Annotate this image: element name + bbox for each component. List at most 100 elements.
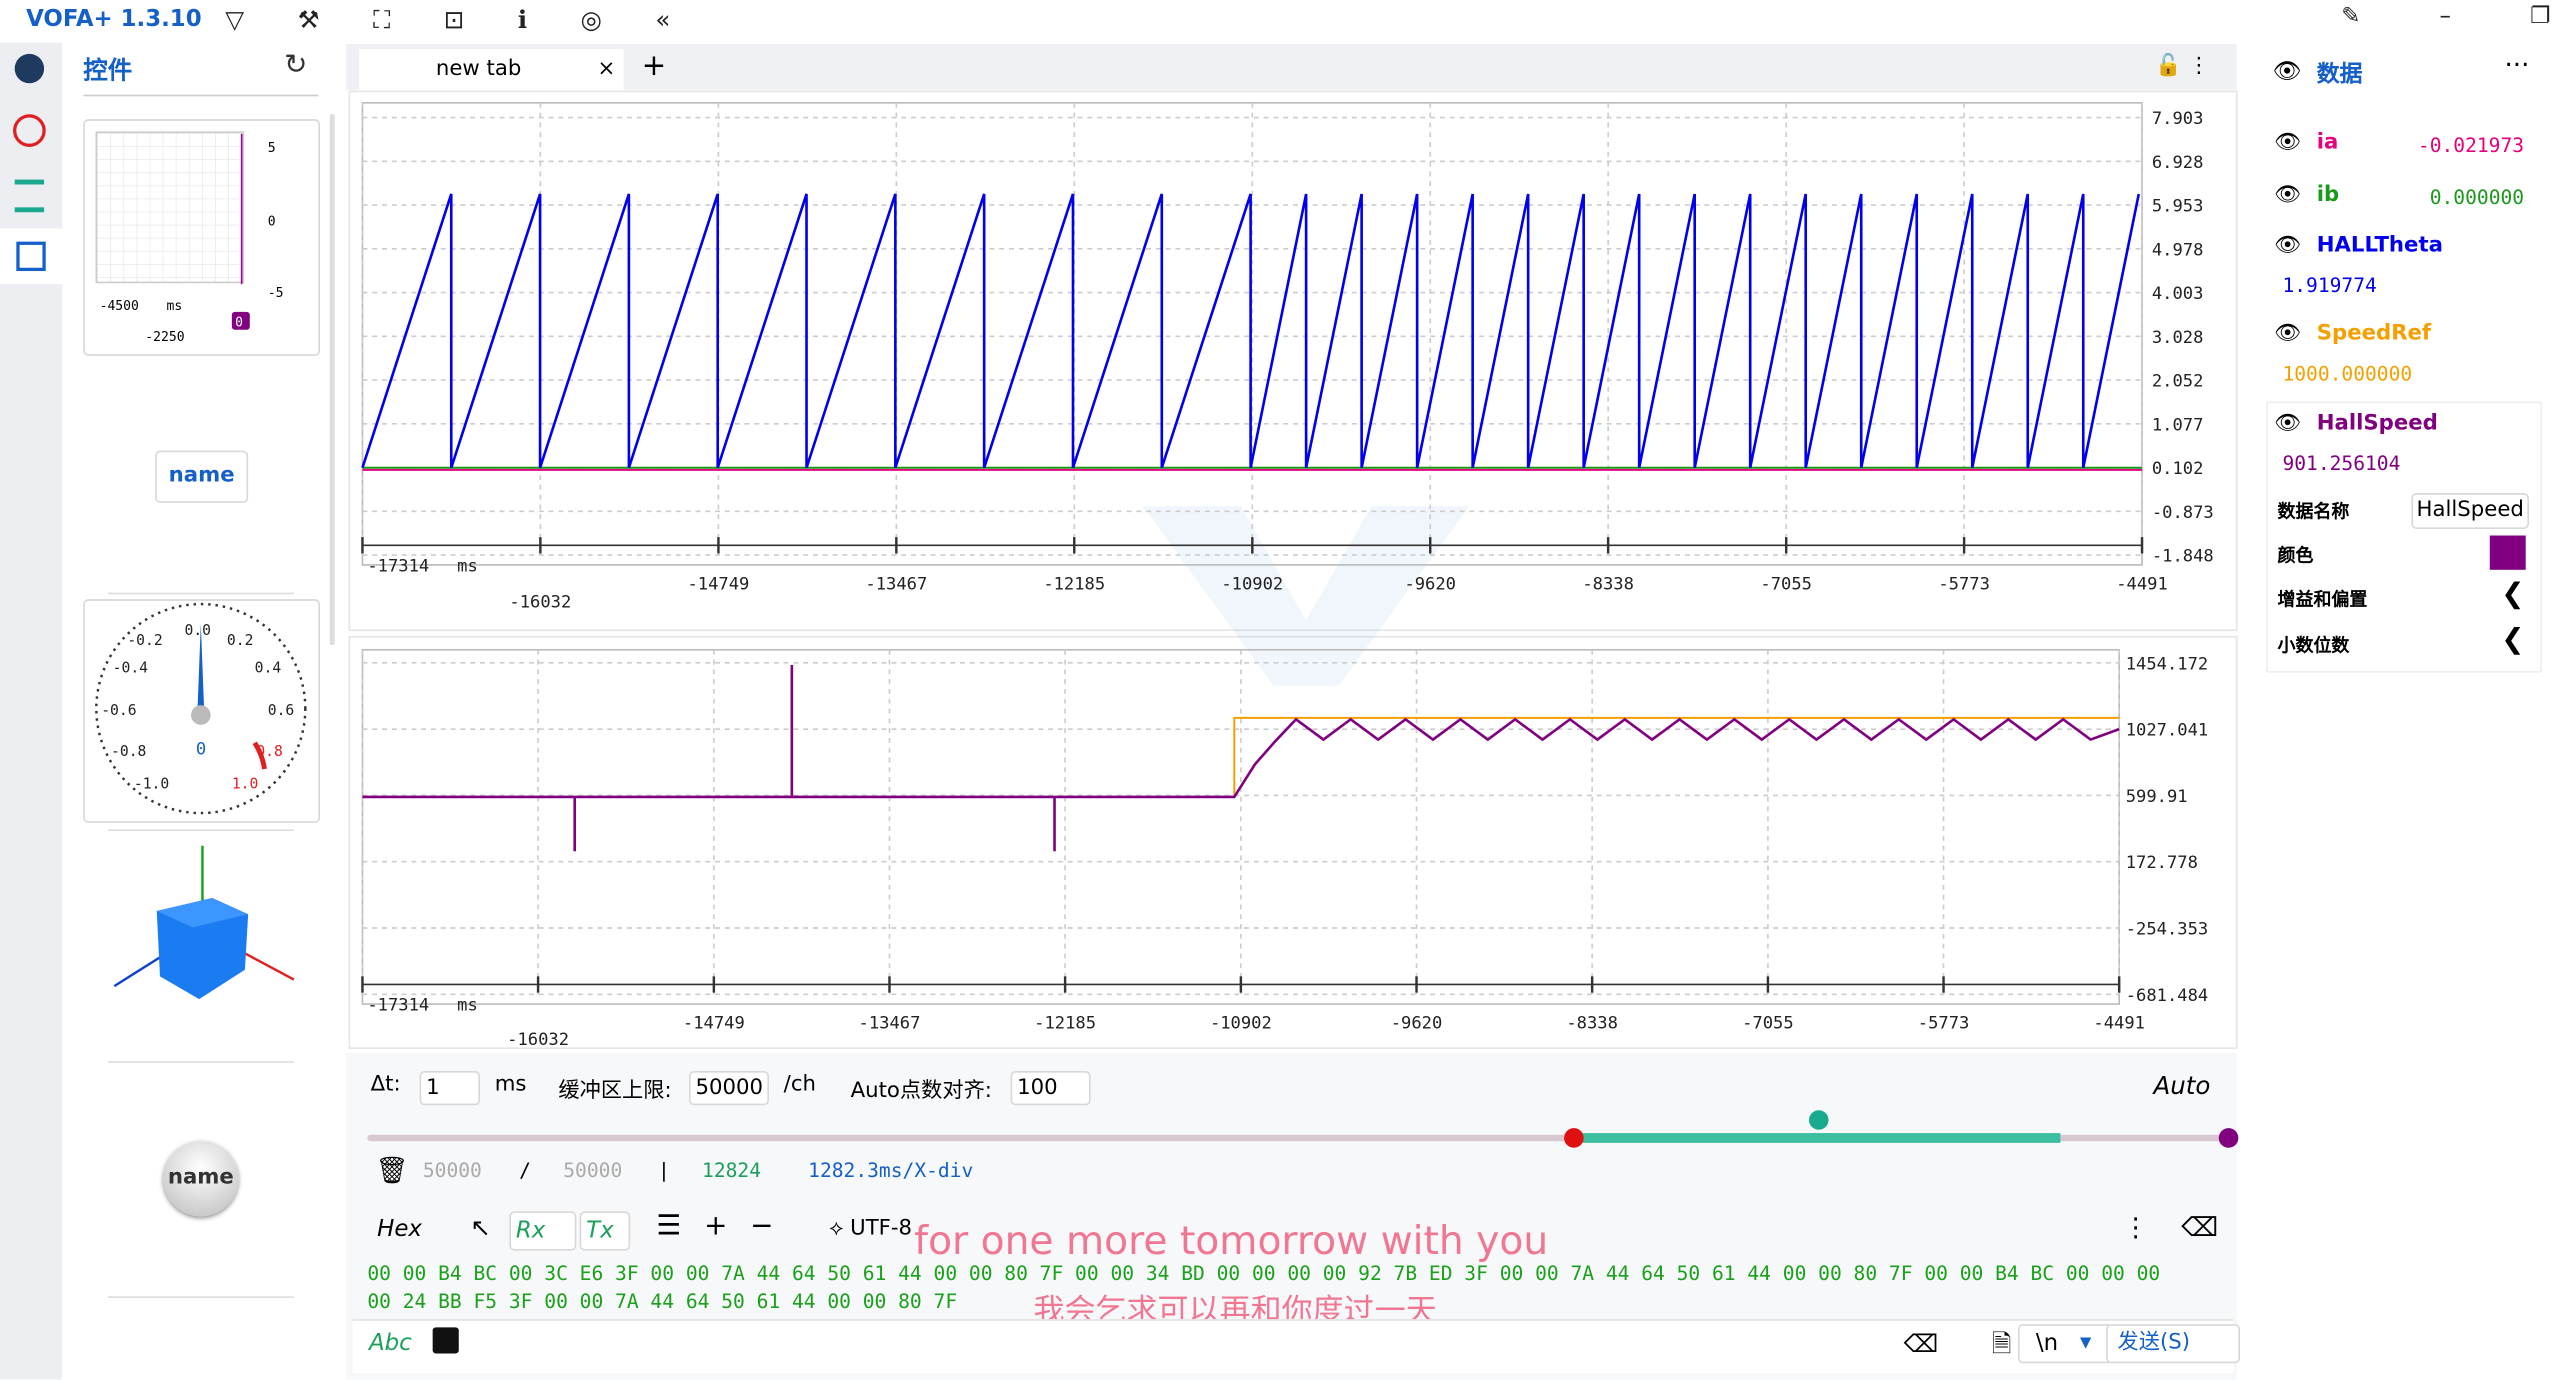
x-tick-label: -17314 [367, 996, 429, 1016]
tab-tools[interactable]: 🔓 ⋮ [2155, 53, 2210, 79]
color-swatch[interactable] [2489, 535, 2526, 570]
mini-grid [95, 131, 245, 284]
divider [107, 1296, 294, 1298]
x-tick-label: -9620 [1391, 1014, 1443, 1034]
name-button[interactable]: name [155, 450, 249, 503]
encoding[interactable]: ⟡ UTF-8 [829, 1216, 913, 1241]
expand-icon[interactable]: ❮ [2501, 577, 2525, 611]
refresh-icon[interactable]: ↻ [284, 48, 308, 82]
eye-icon: 👁 [2274, 411, 2302, 436]
x-tick-label: -12185 [1043, 574, 1105, 594]
scrollbar[interactable] [329, 114, 335, 645]
sidebar-active[interactable] [0, 228, 63, 285]
mini-ytick: -5 [268, 286, 284, 301]
mini-badge-bg [231, 311, 250, 330]
slider-handle[interactable] [1808, 1110, 1829, 1130]
mode[interactable]: Auto [2153, 1071, 2211, 1101]
tab-label: new tab [435, 57, 522, 82]
y-tick-label: 7.903 [2152, 109, 2204, 129]
y-tick-label: -254.353 [2126, 920, 2208, 940]
file-icon[interactable] [432, 1327, 459, 1354]
stat: / [519, 1159, 531, 1183]
cursor-icon[interactable]: ↖ [470, 1213, 491, 1243]
raw-line: 00 00 B4 BC 00 3C E6 3F 00 00 7A 44 64 5… [367, 1262, 2161, 1285]
y-tick-label: 4.003 [2152, 284, 2204, 304]
input-bar[interactable] [352, 1319, 2234, 1374]
chart-frame [348, 90, 2238, 632]
input-tools[interactable]: ⌫ 🗎 [1903, 1328, 2035, 1359]
align-label: Auto点数对齐: [850, 1079, 992, 1104]
newline-value: \n [2035, 1330, 2059, 1357]
gauge-label: -0.6 [101, 702, 136, 719]
raw-tools[interactable]: ☰+− [656, 1209, 797, 1243]
buffer-unit: /ch [783, 1072, 816, 1098]
buffer-input[interactable]: 50000 [688, 1071, 769, 1106]
subtitle: for one more tomorrow with you [914, 1217, 1549, 1264]
y-tick-label: -681.484 [2126, 986, 2208, 1006]
slider-handle[interactable] [1564, 1128, 1584, 1148]
rx-toggle[interactable]: Rx [509, 1211, 577, 1251]
raw-menu[interactable]: ⋮⌫ [2122, 1211, 2251, 1243]
x-tick-label: -8338 [1566, 1014, 1618, 1034]
dt-input[interactable]: 1 [419, 1071, 480, 1106]
window-controls[interactable]: ✎ – ❐ ✕ [2341, 3, 2560, 30]
mini-ytick: 5 [268, 141, 276, 156]
sidebar-icon[interactable] [13, 114, 46, 147]
channel-detail [2266, 401, 2543, 673]
x-tick-label: -4491 [2093, 1014, 2145, 1034]
slider-track[interactable] [367, 1134, 2229, 1142]
toolbar-icons[interactable]: ▽ ⚒ ⛶ ⊡ ℹ ◎ « [225, 4, 694, 35]
watermark [1142, 506, 1470, 686]
sidebar-icon[interactable] [16, 241, 46, 272]
sidebar-icon[interactable] [14, 53, 45, 84]
gauge-label: -0.8 [111, 743, 146, 760]
x-tick-label: -14749 [683, 1014, 745, 1034]
tab-bar [346, 44, 2237, 90]
gauge-label: 1.0 [232, 776, 259, 793]
trash-icon[interactable]: 🗑 [375, 1154, 409, 1186]
eye-icon: 👁 [2274, 130, 2302, 156]
raw-line: 00 24 BB F5 3F 00 00 7A 44 64 50 61 44 0… [367, 1289, 958, 1313]
sidebar-icon[interactable] [14, 179, 45, 213]
gauge-label: 0.6 [268, 702, 295, 719]
y-tick-label: 1.077 [2152, 415, 2204, 435]
input-mode[interactable]: Abc [368, 1330, 412, 1357]
panel-title: 控件 [83, 55, 133, 85]
eye-icon[interactable]: 👁 [2272, 58, 2302, 85]
hex-toggle[interactable]: Hex [377, 1216, 422, 1243]
x-tick-label: -7055 [1760, 574, 1812, 594]
stat: | [657, 1159, 670, 1183]
detail-label: 颜色 [2277, 545, 2314, 567]
dt-unit: ms [494, 1072, 527, 1098]
align-value: 100 [1017, 1075, 1058, 1101]
mini-xtick: -4500 [100, 299, 139, 314]
newline-select[interactable]: \n ▼ [2017, 1324, 2113, 1364]
slider-handle[interactable] [2218, 1128, 2239, 1148]
divider [107, 829, 294, 832]
mini-chart-widget[interactable]: 5 0 -5 -4500 ms -2250 0 [83, 119, 320, 356]
data-menu[interactable]: ··· [2504, 48, 2530, 80]
expand-icon[interactable]: ❮ [2501, 623, 2525, 657]
gauge-widget[interactable]: -0.2 0.0 0.2 -0.4 0.4 -0.6 0.6 -0.8 0.8 -1.0 1.0 0 [83, 599, 320, 823]
eye-icon: 👁 [2274, 182, 2302, 208]
eye-icon: 👁 [2274, 233, 2302, 258]
dt-value: 1 [426, 1075, 440, 1101]
data-panel-title: 数据 [2316, 62, 2363, 89]
tx-toggle[interactable]: Tx [579, 1211, 631, 1251]
detail-name[interactable]: HallSpeed [2411, 493, 2529, 529]
tab[interactable]: new tab × [359, 48, 624, 90]
x-tick-label: -17314 [367, 556, 429, 576]
stat: 12824 [702, 1159, 762, 1183]
add-tab[interactable]: + [641, 48, 667, 84]
x-axis-label: ms [457, 556, 478, 576]
stat: 50000 [422, 1159, 482, 1183]
x-axis-label: ms [457, 996, 478, 1016]
align-input[interactable]: 100 [1010, 1071, 1091, 1106]
send-button[interactable]: 发送(S) [2106, 1324, 2240, 1364]
round-button[interactable]: name [163, 1141, 239, 1217]
x-tick-label: -10902 [1221, 574, 1283, 594]
app-title: VOFA+ 1.3.10 [26, 6, 202, 33]
cube-widget[interactable] [98, 836, 310, 1016]
channel-name: HallSpeed [2316, 411, 2438, 436]
